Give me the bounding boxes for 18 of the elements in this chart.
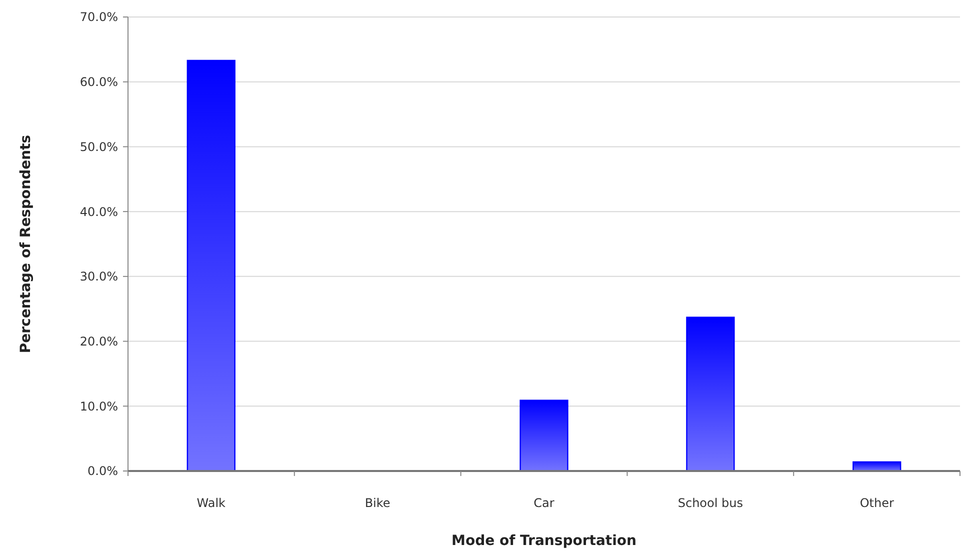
x-tick-label: Bike	[364, 496, 390, 510]
bar	[686, 316, 735, 472]
y-tick-label: 70.0%	[80, 10, 118, 24]
y-tick-label: 40.0%	[80, 204, 118, 219]
x-tick-label: Car	[534, 496, 554, 510]
y-tick-label: 60.0%	[80, 75, 118, 90]
x-tick-label: Walk	[196, 496, 226, 510]
y-tick-label: 20.0%	[80, 334, 118, 348]
y-tick-label: 30.0%	[80, 270, 118, 284]
x-tick-label: Other	[860, 496, 894, 510]
y-axis-title: Percentage of Respondents	[18, 134, 34, 354]
bar	[186, 60, 236, 472]
y-tick-label: 10.0%	[80, 399, 118, 414]
x-axis-title: Mode of Transportation	[452, 533, 636, 549]
x-tick-label: School bus	[678, 496, 744, 510]
y-tick-label: 50.0%	[80, 140, 118, 154]
bar	[520, 400, 568, 472]
y-tick-label: 0.0%	[88, 464, 118, 478]
